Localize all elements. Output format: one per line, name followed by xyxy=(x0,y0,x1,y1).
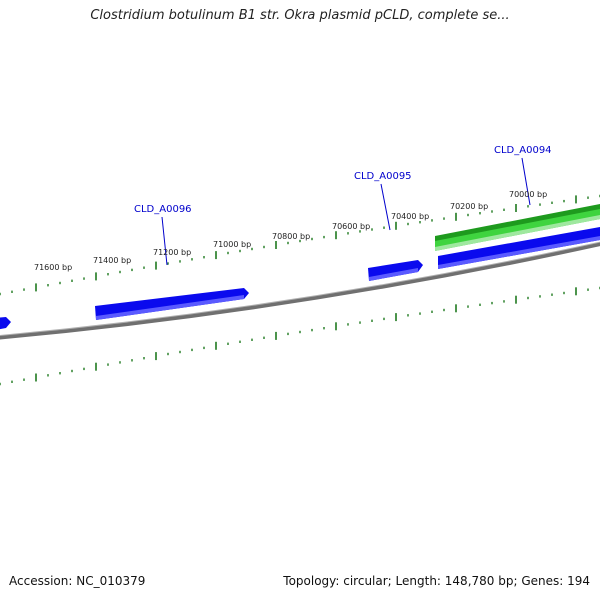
accession-label: Accession: NC_010379 xyxy=(9,574,146,588)
inner-tick-ring xyxy=(0,286,600,386)
ruler-label: 71000 bp xyxy=(213,240,251,249)
gene-label-cld-a0095[interactable]: CLD_A0095 xyxy=(354,171,412,182)
ruler-label: 70600 bp xyxy=(332,222,370,231)
plasmid-backbone xyxy=(0,242,600,340)
cds-feature-cld-a0095[interactable] xyxy=(368,260,423,281)
topology-summary: Topology: circular; Length: 148,780 bp; … xyxy=(283,574,590,588)
ruler-label: 71200 bp xyxy=(153,248,191,257)
ruler-label: 71600 bp xyxy=(34,263,72,272)
cds-feature-cld-a0094[interactable] xyxy=(438,227,600,269)
outer-tick-ring xyxy=(0,194,600,296)
gene-feature-cld-a0094[interactable] xyxy=(435,204,600,251)
cds-feature-cld-a0096[interactable] xyxy=(95,288,249,320)
ruler-label: 70800 bp xyxy=(272,232,310,241)
gene-label-leader xyxy=(380,183,391,231)
ruler-label: 70400 bp xyxy=(391,212,429,221)
ruler-label: 70000 bp xyxy=(509,190,547,199)
map-title: Clostridium botulinum B1 str. Okra plasm… xyxy=(90,8,510,23)
ruler-label: 71400 bp xyxy=(93,256,131,265)
gene-label-cld-a0096[interactable]: CLD_A0096 xyxy=(134,204,192,215)
gene-label-leader xyxy=(521,157,531,206)
gene-label-cld-a0094[interactable]: CLD_A0094 xyxy=(494,145,552,156)
cds-feature-left-edge[interactable] xyxy=(0,317,11,330)
gene-label-leader xyxy=(161,216,168,266)
ruler-label: 70200 bp xyxy=(450,202,488,211)
